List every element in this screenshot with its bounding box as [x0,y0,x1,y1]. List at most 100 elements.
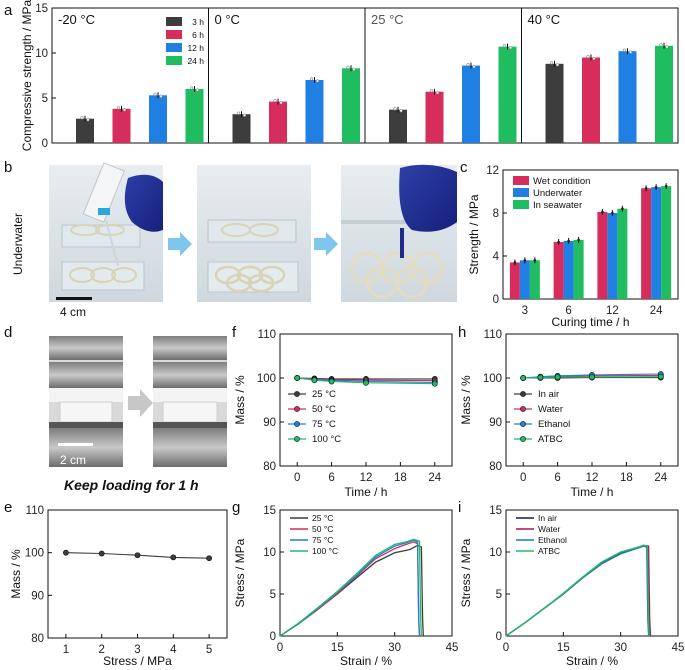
legend-marker [520,421,526,427]
data-point [242,113,247,117]
legend-label: Water [538,524,561,534]
data-point [665,45,669,49]
x-tick-label: 6 [328,472,334,484]
plot-frame [502,169,679,300]
legend-label: 25 °C [312,513,333,523]
legend-label: ATBC [538,546,560,556]
x-tick-label: 15 [557,642,570,654]
keep-loading-caption: Keep loading for 1 h [64,477,199,493]
data-point [520,375,527,381]
data-point [86,118,90,122]
y-axis-label: Mass / % [9,549,23,599]
data-point [523,259,527,262]
legend-swatch [166,17,182,26]
data-point [513,261,517,264]
y-tick-label: 5 [496,589,502,601]
data-point [116,106,121,110]
x-tick-label: 1 [63,644,69,656]
data-point [294,375,301,381]
data-point [206,555,212,562]
data-point [429,89,434,93]
bar [582,57,600,143]
x-tick-label: 6 [554,472,560,484]
y-axis-label: Stress / MPa [233,538,247,607]
legend-label: Wet condition [533,176,590,187]
data-point [98,550,105,557]
legend-label: 3 h [192,17,204,27]
y-axis-label: Stress / MPa [459,538,473,607]
legend-label: 100 °C [312,546,338,556]
y-tick-label: 80 [489,461,502,473]
scale-bar-label-b: 4 cm [60,305,86,319]
y-tick-label: 90 [489,417,502,429]
data-point [621,207,624,210]
x-tick-label: 12 [360,472,373,484]
y-axis-label: Strength / MPa [467,194,481,274]
data-point [159,94,163,98]
bar [545,63,564,143]
x-tick-label: 0 [277,642,283,654]
data-point [533,259,537,262]
photo-b3 [341,164,457,302]
data-point [122,108,127,112]
y-axis-label: Mass / % [233,375,247,425]
photo-d1: 2 cm [49,336,123,467]
underwater-side-label: Underwater [11,213,25,275]
bar [573,239,584,299]
data-point [549,61,554,65]
y-tick-label: 15 [263,505,276,517]
plot-frame [279,509,453,637]
plot-frame [505,509,679,637]
legend-label: ATBC [538,434,563,445]
y-tick-label: 10 [35,48,48,60]
y-tick-label: 0 [496,631,502,643]
legend: 3 h 6 h 12 h 24 h [163,13,205,69]
x-tick-label: 6 [565,305,571,317]
data-point [508,46,513,50]
data-point [654,185,658,189]
data-point [592,56,596,61]
bar [498,46,517,144]
bar [651,187,662,299]
data-point [622,48,627,52]
x-tick-label: 5 [206,644,212,656]
y-tick-label: 0 [270,631,276,643]
legend-label: Underwater [533,188,582,199]
x-tick-label: 45 [446,642,459,654]
y-tick-label: 0 [42,138,48,150]
bar [112,108,131,143]
x-tick-label: 3 [134,644,140,656]
bar [462,65,480,143]
panel-label-g: g [232,499,240,516]
x-axis-label: Time / h [571,485,614,499]
legend-label: In seawater [533,200,582,211]
x-tick-label: 24 [650,305,663,317]
y-tick-label: 110 [26,505,44,517]
bar [305,80,324,143]
bar [389,109,407,143]
panel-label-a: a [4,2,13,19]
data-point [352,67,356,71]
data-point [363,379,369,386]
x-axis-label: Curing time / h [551,315,629,329]
bar [232,114,251,143]
legend-label: In air [538,513,557,523]
chart-e: 80 90 100 110 1 2 3 4 5 Mass / % Stress / MPa [9,505,228,668]
legend-label: 75 °C [312,535,333,545]
photo-group-b: Underwater 4 cm [11,162,457,319]
legend-swatch [166,30,182,39]
bar [529,260,540,299]
legend-label: Water [538,404,563,415]
panel-label-e: e [4,499,12,516]
data-point [644,186,648,190]
y-tick-label: 5 [42,93,48,105]
legend-label: Ethanol [538,535,567,545]
data-point [554,374,561,381]
legend-marker [294,421,300,427]
x-tick-label: 2 [98,644,104,656]
x-tick-label: 24 [654,472,667,484]
data-point [346,65,350,69]
x-tick-label: 30 [614,642,627,654]
